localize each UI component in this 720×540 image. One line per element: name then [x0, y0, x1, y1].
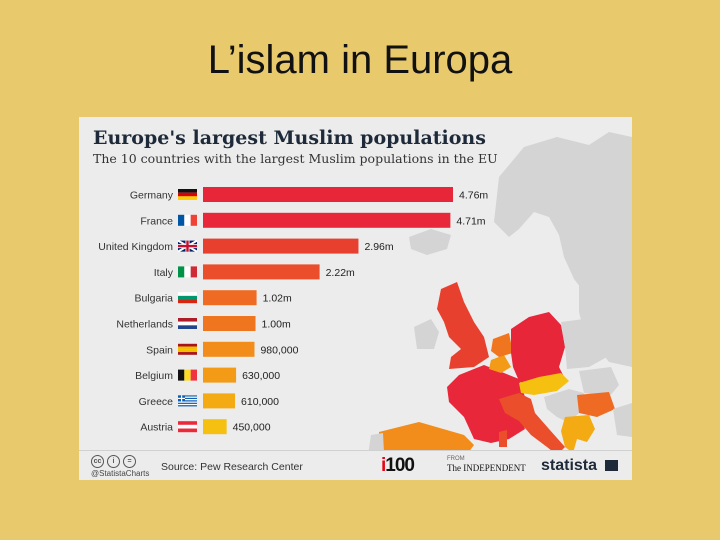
- bar: [203, 264, 320, 280]
- flag-icon: [178, 292, 197, 304]
- map-netherlands: [491, 333, 513, 357]
- map-romania: [579, 367, 619, 397]
- map-greece: [561, 415, 595, 453]
- map-balkans: [544, 389, 584, 423]
- category-label: Germany: [130, 190, 174, 202]
- value-label: 450,000: [233, 422, 271, 434]
- category-label: Spain: [146, 344, 173, 356]
- flag-icon: [178, 318, 197, 329]
- map-bulgaria: [577, 392, 615, 417]
- category-label: United Kingdom: [98, 241, 173, 253]
- value-label: 1.00m: [262, 319, 291, 331]
- category-label: Austria: [140, 422, 173, 434]
- flag-icon: [178, 214, 197, 226]
- map-germany: [511, 312, 565, 391]
- category-label: Netherlands: [116, 319, 173, 331]
- bar: [203, 341, 255, 357]
- footer: cc i = @StatistaCharts Source: Pew Resea…: [79, 450, 632, 480]
- map-france: [447, 365, 525, 443]
- value-label: 4.71m: [456, 215, 485, 227]
- infographic-panel: Europe's largest Muslim populations The …: [79, 117, 632, 480]
- map-austria: [519, 373, 569, 395]
- bar: [203, 290, 257, 306]
- cc-icon: cc: [91, 455, 104, 468]
- bar: [203, 419, 227, 435]
- bar: [203, 316, 256, 331]
- map-italy: [499, 393, 565, 455]
- no-derivatives-icon: =: [123, 455, 136, 468]
- value-label: 610,000: [241, 396, 279, 408]
- category-label: Italy: [154, 267, 174, 279]
- bar: [203, 367, 237, 383]
- i100-logo: i100: [381, 455, 415, 476]
- statista-logo-icon: [605, 460, 618, 471]
- category-label: Bulgaria: [134, 293, 173, 305]
- flag-icon: [178, 395, 197, 407]
- bar: [203, 187, 453, 202]
- bar-chart: Germany 4.76m France 4.71m United Kingdom 2.9…: [98, 187, 488, 435]
- value-label: 1.02m: [263, 293, 292, 305]
- source-note: Source: Pew Research Center: [161, 461, 303, 473]
- bar: [203, 238, 359, 254]
- category-label: Belgium: [135, 370, 173, 382]
- chart-subtitle: The 10 countries with the largest Muslim…: [93, 151, 498, 166]
- value-label: 2.96m: [364, 241, 393, 253]
- map-sardinia: [499, 430, 507, 447]
- statista-logo-text: statista: [541, 457, 598, 474]
- map-uk: [437, 282, 489, 369]
- value-label: 630,000: [242, 370, 280, 382]
- flag-icon: [178, 343, 197, 355]
- map-ireland: [414, 319, 439, 349]
- license-icons: cc i =: [91, 455, 136, 468]
- category-label: France: [140, 215, 173, 227]
- flag-icon: [178, 421, 197, 433]
- map-iceland: [409, 229, 451, 255]
- map-turkey: [613, 403, 632, 437]
- attribution-icon: i: [107, 455, 120, 468]
- map-scandinavia: [494, 132, 632, 292]
- value-label: 2.22m: [326, 267, 355, 279]
- twitter-handle: @StatistaCharts: [91, 469, 150, 478]
- flag-icon: [178, 369, 197, 381]
- flag-icon: [177, 239, 198, 253]
- flag-icon: [178, 189, 197, 200]
- map-belgium: [489, 355, 511, 373]
- independent-logo: FROM The INDEPENDENT: [447, 456, 526, 473]
- chart-title: Europe's largest Muslim populations: [93, 127, 486, 149]
- flag-icon: [178, 266, 197, 278]
- map-central: [561, 317, 609, 369]
- slide-title: L’islam in Europa: [207, 38, 513, 82]
- category-label: Greece: [139, 396, 174, 408]
- bar: [203, 212, 451, 228]
- value-label: 4.76m: [459, 190, 488, 202]
- value-label: 980,000: [260, 344, 298, 356]
- bar: [203, 393, 236, 409]
